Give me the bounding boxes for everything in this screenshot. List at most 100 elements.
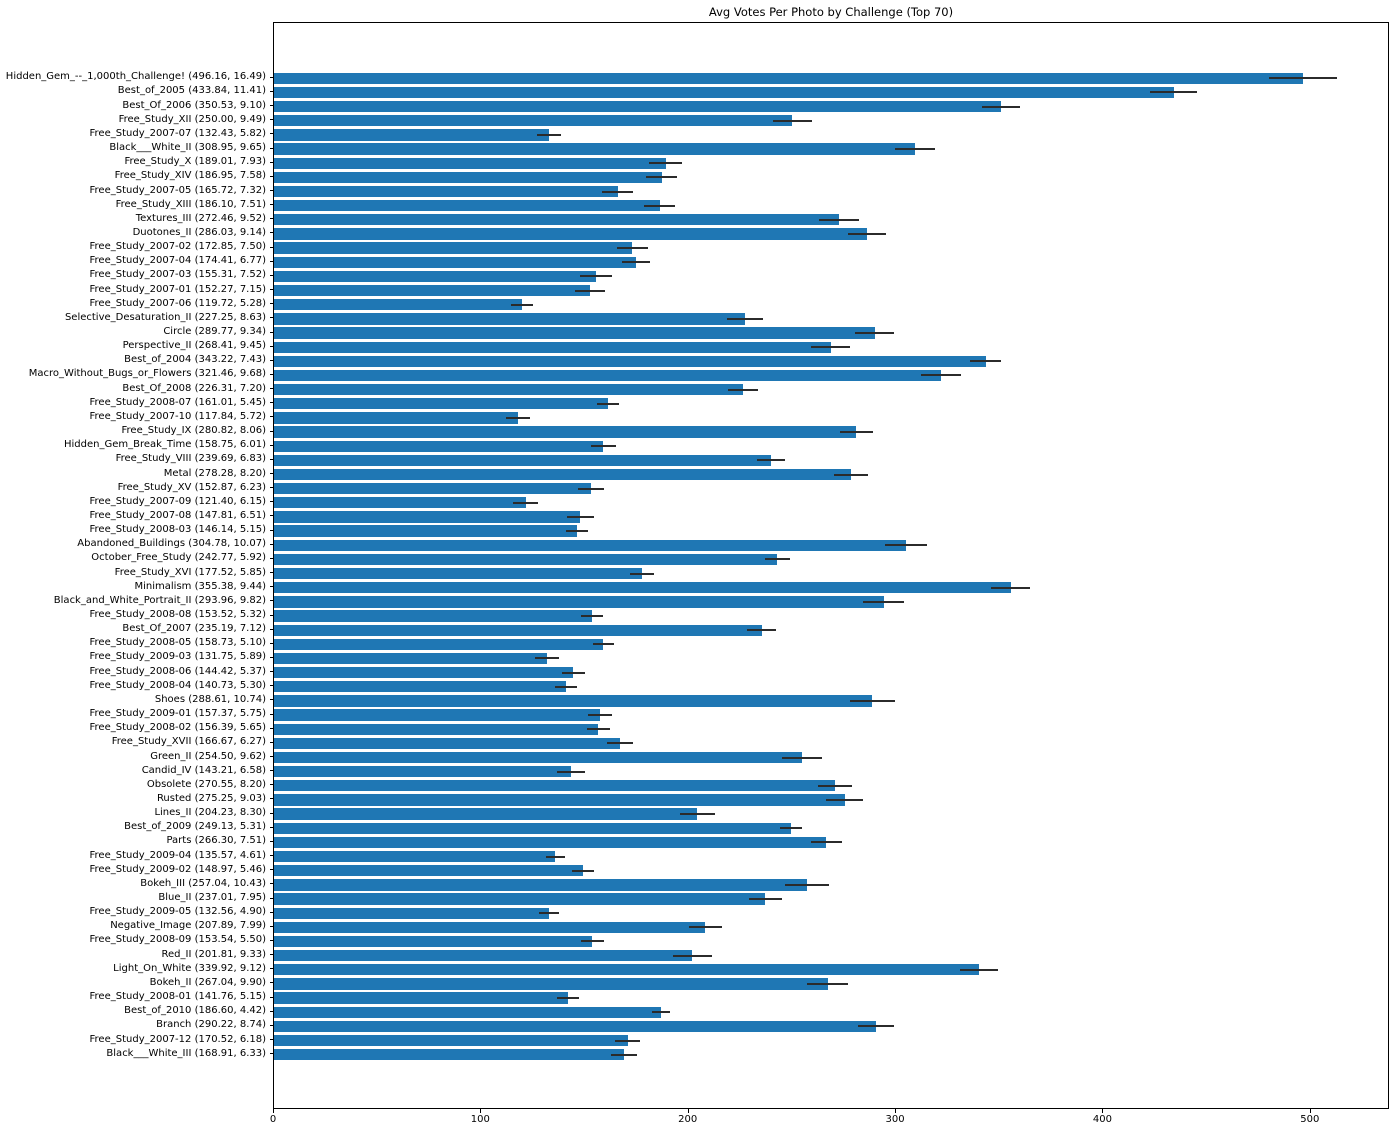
error-bar xyxy=(810,841,842,844)
y-tick-mark xyxy=(269,430,273,432)
y-tick-mark xyxy=(269,1024,273,1026)
bar xyxy=(274,341,831,353)
bar xyxy=(274,879,807,891)
y-tick-mark xyxy=(269,925,273,927)
y-tick-mark xyxy=(269,331,273,333)
y-tick-mark xyxy=(269,473,273,475)
error-bar xyxy=(848,232,887,235)
error-bar xyxy=(578,487,604,490)
error-bar xyxy=(536,133,561,136)
bar xyxy=(274,737,620,750)
y-tick-mark xyxy=(269,770,273,772)
error-bar xyxy=(819,218,859,221)
y-tick-label: Black___White_III (168.91, 6.33) xyxy=(106,1047,266,1059)
bar xyxy=(274,582,1011,594)
error-bar xyxy=(765,558,790,561)
y-tick-label: Free_Study_XIII (186.10, 7.51) xyxy=(115,198,266,210)
y-tick-mark xyxy=(269,289,273,291)
bar xyxy=(274,610,593,622)
y-tick-mark xyxy=(269,656,273,658)
y-tick-mark xyxy=(269,260,273,262)
bar xyxy=(274,100,1001,113)
bar xyxy=(274,313,746,325)
error-bar xyxy=(554,685,577,688)
y-tick-mark xyxy=(269,204,273,206)
error-bar xyxy=(673,954,712,957)
error-bar xyxy=(614,1039,641,1042)
bar xyxy=(274,808,698,820)
bar xyxy=(274,709,601,721)
error-bar xyxy=(855,332,895,334)
error-bar xyxy=(748,898,782,901)
bar xyxy=(274,596,884,608)
y-tick-label: October_Free_Study (242.77, 5.92) xyxy=(91,552,266,564)
y-tick-label: Free_Study_X (189.01, 7.93) xyxy=(124,156,266,168)
y-tick-mark xyxy=(269,642,273,644)
error-bar xyxy=(586,728,610,731)
bar xyxy=(274,935,593,948)
bar xyxy=(274,228,868,240)
bar xyxy=(274,850,556,863)
bar xyxy=(274,383,744,396)
y-tick-label: Free_Study_XV (152.87, 6.23) xyxy=(117,481,266,493)
y-tick-mark xyxy=(269,954,273,956)
y-tick-mark xyxy=(269,897,273,899)
y-tick-mark xyxy=(269,812,273,814)
error-bar xyxy=(506,416,531,419)
y-tick-mark xyxy=(269,741,273,743)
y-tick-label: Free_Study_2007-04 (174.41, 6.77) xyxy=(89,255,266,267)
y-tick-label: Macro_Without_Bugs_or_Flowers (321.46, 9… xyxy=(28,368,266,380)
bar xyxy=(274,497,526,509)
bar xyxy=(274,270,597,283)
y-tick-mark xyxy=(269,628,273,630)
error-bar xyxy=(649,162,683,165)
bar xyxy=(274,426,857,438)
bar xyxy=(274,256,636,268)
bar xyxy=(274,299,523,311)
bar xyxy=(274,822,791,834)
error-bar xyxy=(688,926,722,929)
bar xyxy=(274,978,828,990)
y-tick-label: Free_Study_XVI (177.52, 5.85) xyxy=(114,566,266,578)
error-bar xyxy=(651,1011,671,1014)
x-tick-mark xyxy=(1309,1109,1311,1113)
y-tick-mark xyxy=(269,345,273,347)
y-tick-label: Free_Study_XIV (186.95, 7.58) xyxy=(114,170,266,182)
bar xyxy=(274,398,608,410)
y-tick-label: Free_Study_2007-12 (170.52, 6.18) xyxy=(89,1033,266,1045)
y-tick-mark xyxy=(269,274,273,276)
y-tick-label: Free_Study_2008-03 (146.14, 5.15) xyxy=(89,524,266,536)
error-bar xyxy=(562,671,585,674)
y-tick-mark xyxy=(269,359,273,361)
bar xyxy=(274,157,666,169)
error-bar xyxy=(1268,77,1337,80)
y-tick-label: Free_Study_2009-01 (157.37, 5.75) xyxy=(89,708,266,720)
y-tick-label: Best_of_2004 (343.22, 7.43) xyxy=(124,354,266,366)
error-bar xyxy=(970,360,1002,363)
y-tick-label: Best_Of_2008 (226.31, 7.20) xyxy=(122,382,266,394)
error-bar xyxy=(580,940,604,943)
error-bar xyxy=(606,742,633,745)
error-bar xyxy=(885,544,927,547)
error-bar xyxy=(545,855,565,858)
y-tick-label: Free_Study_2007-02 (172.85, 7.50) xyxy=(89,241,266,253)
y-tick-mark xyxy=(269,190,273,191)
y-tick-label: Free_Study_VIII (239.69, 6.83) xyxy=(115,453,266,465)
y-tick-mark xyxy=(269,105,273,107)
error-bar xyxy=(581,615,604,618)
y-tick-label: Free_Study_2007-08 (147.81, 6.51) xyxy=(89,509,266,521)
y-tick-label: Parts (266.30, 7.51) xyxy=(166,835,266,847)
bar xyxy=(274,695,873,707)
y-tick-mark xyxy=(269,487,273,489)
x-tick-mark xyxy=(273,1109,274,1113)
bar xyxy=(274,200,660,212)
bar xyxy=(274,214,839,226)
bar xyxy=(274,751,802,764)
error-bar xyxy=(807,982,849,985)
y-tick-label: Free_Study_2007-10 (117.84, 5.72) xyxy=(89,410,266,422)
y-tick-mark xyxy=(269,232,273,234)
y-tick-label: Black___White_II (308.95, 9.65) xyxy=(109,142,266,154)
y-tick-mark xyxy=(269,671,273,673)
bar xyxy=(274,454,772,467)
